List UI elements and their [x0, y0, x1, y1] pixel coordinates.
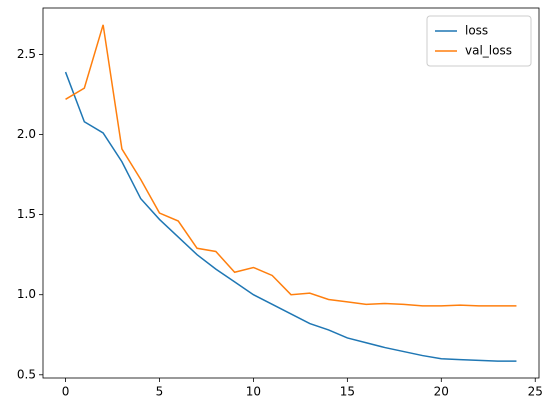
legend-box [426, 15, 532, 67]
x-tick-label: 25 [528, 385, 543, 399]
x-tick-label: 20 [434, 385, 449, 399]
y-tick-label: 2.0 [17, 127, 36, 141]
y-tick-label: 1.5 [17, 207, 36, 221]
plot-frame [42, 7, 540, 379]
line-series [64, 71, 517, 362]
x-tick-label: 5 [156, 385, 164, 399]
x-tick-label: 10 [246, 385, 261, 399]
y-tick-label: 2.5 [17, 47, 36, 61]
y-tick-label: 1.0 [17, 287, 36, 301]
y-tick-label: 0.5 [17, 367, 36, 381]
legend-label: val_loss [465, 44, 512, 58]
legend-label: loss [465, 24, 488, 38]
legend: loss val_loss [426, 15, 532, 67]
x-tick-label: 15 [340, 385, 355, 399]
x-tick-label: 0 [62, 385, 70, 399]
line-series [65, 24, 517, 307]
